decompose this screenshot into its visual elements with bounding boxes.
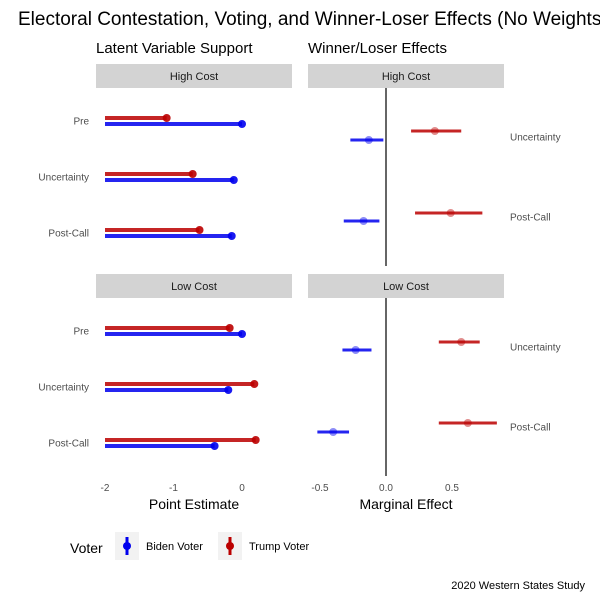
effect-point [351, 346, 360, 354]
strip-right-low-label: Low Cost [383, 281, 429, 293]
y-tick-label: Post-Call [48, 229, 89, 240]
group-label: Post-Call [510, 423, 551, 434]
lollipop-point [224, 386, 233, 394]
group-label: Post-Call [510, 213, 551, 224]
left-x-axis: -2 -1 0 [101, 483, 246, 494]
right-x-axis: -0.5 0.0 0.5 [311, 483, 459, 494]
y-tick-label: Uncertainty [38, 173, 89, 184]
x-tick-label: 0.0 [379, 483, 393, 494]
chart-title: Electoral Contestation, Voting, and Winn… [18, 9, 600, 30]
legend-label-trump: Trump Voter [249, 541, 309, 553]
y-tick-label: Post-Call [48, 439, 89, 450]
x-tick-label: -2 [101, 483, 110, 494]
group-label: Uncertainty [510, 343, 561, 354]
lollipop-point [195, 226, 204, 234]
left-low-panel: Pre Uncertainty Post-Call [38, 324, 260, 450]
x-tick-label: -0.5 [311, 483, 329, 494]
left-subtitle: Latent Variable Support [96, 40, 253, 57]
strip-right-high-label: High Cost [382, 71, 430, 83]
lollipop-point [225, 324, 234, 332]
strip-left-high-label: High Cost [170, 71, 218, 83]
lollipop-point [229, 176, 238, 184]
legend-label-biden: Biden Voter [146, 541, 203, 553]
effect-point [457, 338, 466, 346]
effect-point [430, 127, 439, 135]
effect-point [329, 428, 338, 436]
group-label: Uncertainty [510, 133, 561, 144]
effect-point [446, 209, 455, 217]
strip-left-low [96, 274, 292, 298]
right-subtitle: Winner/Loser Effects [308, 40, 447, 57]
right-low-panel: Uncertainty Post-Call [317, 298, 561, 476]
lollipop-point [238, 120, 246, 128]
legend: Voter Biden Voter Trump Voter [70, 532, 309, 560]
legend-key-biden-dot [123, 542, 131, 550]
right-high-panel: Uncertainty Post-Call [343, 88, 561, 266]
lollipop-point [250, 380, 259, 388]
strip-right-low [308, 274, 504, 298]
strip-left-low-label: Low Cost [171, 281, 217, 293]
lollipop-point [227, 232, 236, 240]
y-tick-label: Pre [73, 117, 89, 128]
lollipop-point [210, 442, 219, 450]
lollipop-point [162, 114, 171, 122]
lollipop-point [238, 330, 246, 338]
caption: 2020 Western States Study [451, 580, 585, 592]
y-tick-label: Pre [73, 327, 89, 338]
legend-key-trump-dot [226, 542, 234, 550]
lollipop-point [188, 170, 197, 178]
x-tick-label: 0.5 [445, 483, 459, 494]
legend-title: Voter [70, 540, 103, 556]
effect-point [364, 136, 373, 144]
left-high-panel: Pre Uncertainty Post-Call [38, 114, 246, 240]
strip-right-high [308, 64, 504, 88]
effect-point [359, 217, 368, 225]
left-x-axis-title: Point Estimate [149, 496, 239, 512]
lollipop-point [251, 436, 260, 444]
effect-point [463, 419, 472, 427]
right-x-axis-title: Marginal Effect [359, 496, 452, 512]
strip-left-high [96, 64, 292, 88]
x-tick-label: 0 [239, 483, 245, 494]
y-tick-label: Uncertainty [38, 383, 89, 394]
x-tick-label: -1 [169, 483, 178, 494]
